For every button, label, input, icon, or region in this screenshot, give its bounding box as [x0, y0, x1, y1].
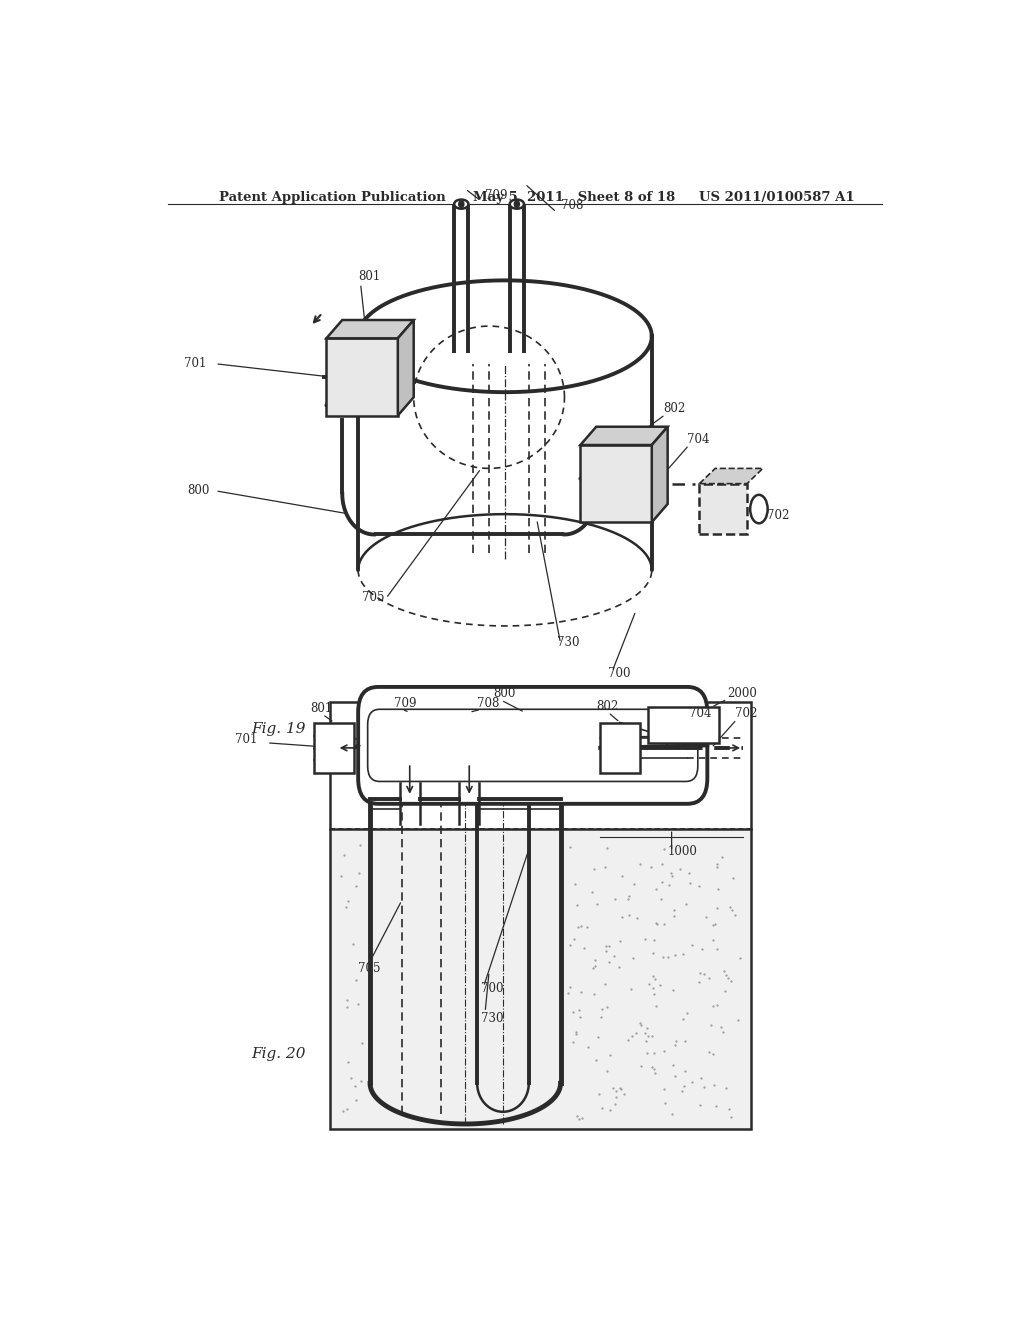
Text: Fig. 19: Fig. 19: [251, 722, 305, 735]
Ellipse shape: [455, 199, 468, 209]
Text: 704: 704: [687, 433, 710, 446]
Text: 700: 700: [608, 667, 631, 680]
Text: 800: 800: [494, 688, 515, 700]
Text: 701: 701: [183, 356, 206, 370]
Text: 801: 801: [310, 702, 333, 715]
Text: 801: 801: [358, 271, 380, 284]
FancyBboxPatch shape: [358, 686, 708, 804]
Bar: [699, 483, 748, 535]
Text: 701: 701: [236, 733, 257, 746]
Text: 705: 705: [362, 590, 385, 603]
Text: 709: 709: [485, 189, 508, 202]
Bar: [331, 702, 751, 1129]
Text: May 5, 2011   Sheet 8 of 18: May 5, 2011 Sheet 8 of 18: [473, 191, 676, 203]
Bar: [327, 338, 397, 416]
Text: Fig. 20: Fig. 20: [251, 1047, 305, 1061]
Circle shape: [459, 201, 464, 207]
Text: 708: 708: [560, 199, 583, 213]
Text: 802: 802: [664, 403, 686, 416]
Text: 730: 730: [557, 636, 579, 649]
Text: 1000: 1000: [668, 845, 697, 858]
Bar: [581, 445, 651, 523]
Text: 708: 708: [477, 697, 500, 710]
Text: 705: 705: [358, 961, 381, 974]
Text: 2000: 2000: [727, 688, 757, 700]
Polygon shape: [652, 426, 668, 523]
Text: 800: 800: [187, 484, 210, 496]
Polygon shape: [397, 319, 414, 416]
Text: US 2011/0100587 A1: US 2011/0100587 A1: [699, 191, 855, 203]
Text: 802: 802: [596, 701, 618, 713]
Text: 700: 700: [481, 982, 504, 995]
Polygon shape: [327, 319, 414, 338]
Ellipse shape: [510, 199, 524, 209]
Bar: [331, 829, 751, 1129]
Bar: [600, 722, 640, 774]
Text: Patent Application Publication: Patent Application Publication: [219, 191, 446, 203]
Polygon shape: [581, 426, 668, 445]
Text: 704: 704: [689, 708, 712, 721]
Text: 730: 730: [481, 1012, 504, 1026]
Text: 702: 702: [735, 708, 758, 721]
Bar: [648, 708, 719, 743]
Ellipse shape: [751, 495, 768, 523]
Circle shape: [514, 201, 519, 207]
Text: 709: 709: [394, 697, 417, 710]
Text: 702: 702: [767, 510, 790, 523]
Polygon shape: [699, 469, 763, 483]
Bar: [314, 722, 354, 774]
